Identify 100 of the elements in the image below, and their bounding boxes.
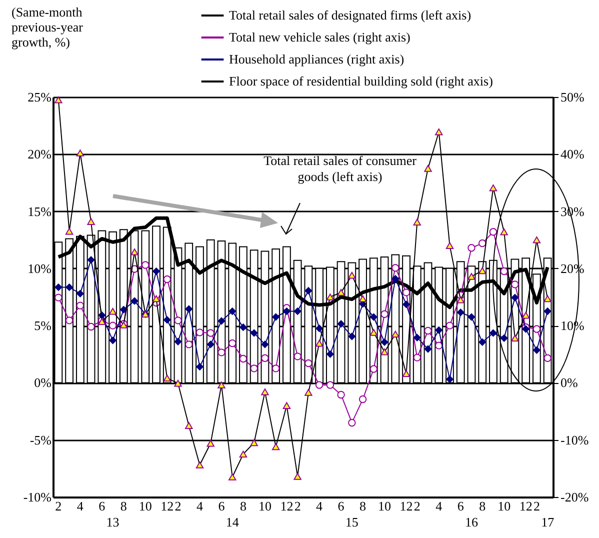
- point: [511, 280, 519, 288]
- x-tick-label: 8: [120, 498, 127, 514]
- point: [533, 346, 540, 354]
- point: [370, 313, 378, 321]
- point: [478, 239, 486, 248]
- point: [142, 261, 150, 269]
- point: [87, 322, 95, 331]
- point: [532, 325, 541, 333]
- point: [109, 336, 116, 344]
- point: [218, 348, 226, 356]
- point: [240, 324, 247, 331]
- point: [424, 345, 432, 353]
- point: [490, 329, 497, 337]
- legend-label: Total new vehicle sales (right axis): [229, 30, 410, 44]
- point: [185, 305, 193, 313]
- y2-tick-label: -10%: [560, 432, 589, 448]
- point: [283, 308, 290, 315]
- y-tick-label: 5%: [34, 318, 52, 334]
- x-tick-label: 8: [360, 498, 366, 514]
- point: [478, 338, 486, 346]
- point: [272, 313, 280, 321]
- point: [174, 316, 182, 324]
- point: [337, 390, 345, 399]
- point: [65, 316, 74, 324]
- x-tick-label: 6: [98, 498, 106, 514]
- point: [130, 297, 138, 305]
- point: [250, 329, 258, 337]
- point: [326, 381, 334, 389]
- point: [294, 352, 302, 360]
- x-tick-label: 2: [294, 498, 301, 514]
- x-tick-label: 14: [226, 514, 240, 530]
- point: [316, 324, 323, 332]
- point: [206, 329, 214, 337]
- x-tick-label: 2: [533, 498, 540, 514]
- point: [228, 308, 236, 315]
- point: [358, 395, 367, 404]
- x-tick-label: 17: [541, 514, 555, 530]
- y2-tick-label: 0%: [560, 375, 578, 390]
- point: [392, 275, 400, 282]
- point: [456, 308, 464, 316]
- y2-tick-label: 40%: [560, 146, 584, 162]
- point: [489, 228, 498, 236]
- x-tick-label: 15: [345, 514, 358, 530]
- point: [500, 334, 508, 342]
- point: [87, 256, 95, 264]
- x-tick-label: 6: [218, 498, 226, 514]
- point: [348, 418, 356, 427]
- point: [380, 338, 388, 346]
- y-tick-label: -10%: [23, 490, 52, 504]
- legend-label: Household appliances (right axis): [229, 52, 404, 66]
- point: [196, 363, 204, 370]
- point: [206, 340, 214, 348]
- point: [261, 340, 269, 348]
- annotation: Total retail sales of consumer goods (left axis): [264, 153, 418, 184]
- point: [239, 354, 248, 363]
- point: [348, 332, 356, 340]
- point: [413, 354, 421, 362]
- x-tick-label: 6: [338, 498, 345, 514]
- point: [544, 308, 552, 315]
- point: [163, 275, 171, 284]
- x-tick-label: 10: [138, 498, 152, 514]
- x-tick-label: 12: [519, 498, 532, 514]
- x-tick-label: 12: [280, 498, 294, 514]
- point: [337, 320, 345, 328]
- point: [413, 334, 421, 342]
- x-tick-label: 12: [400, 498, 413, 514]
- x-tick-label: 10: [378, 498, 392, 514]
- point: [468, 244, 476, 252]
- point: [196, 328, 204, 336]
- point: [272, 364, 280, 372]
- x-tick-label: 4: [76, 498, 84, 514]
- x-tick-label: 6: [457, 498, 464, 514]
- point: [250, 364, 258, 372]
- point: [402, 300, 410, 308]
- point: [435, 342, 443, 350]
- point: [54, 284, 62, 291]
- x-tick-label: 2: [414, 498, 420, 514]
- y-tick-label: 10%: [28, 260, 52, 276]
- point: [163, 316, 171, 324]
- point: [424, 326, 432, 335]
- point: [315, 381, 324, 389]
- x-tick-label: 13: [106, 514, 120, 530]
- point: [544, 354, 552, 362]
- point: [228, 339, 236, 348]
- legend-label: Floor space of residential building sold (right axis): [229, 74, 493, 88]
- x-tick-label: 10: [258, 498, 272, 514]
- point: [326, 350, 334, 358]
- point: [304, 287, 312, 294]
- point: [500, 267, 508, 276]
- point: [54, 294, 62, 302]
- x-tick-label: 12: [160, 498, 174, 514]
- x-tick-label: 8: [479, 498, 486, 514]
- y-tick-label: 25%: [28, 90, 52, 104]
- point: [304, 359, 312, 368]
- point: [468, 313, 476, 321]
- x-tick-label: 16: [464, 514, 478, 530]
- y-tick-label: 0%: [34, 375, 52, 390]
- x-tick-label: 4: [196, 498, 204, 514]
- point: [261, 354, 269, 362]
- point: [511, 294, 519, 302]
